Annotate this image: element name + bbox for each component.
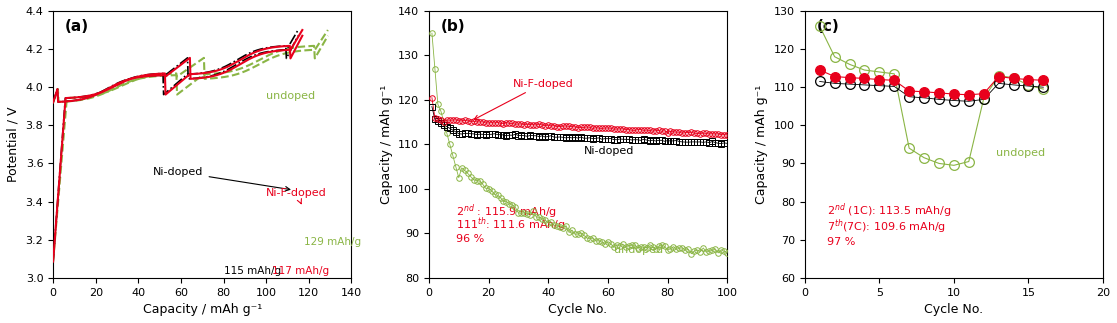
X-axis label: Cycle No.: Cycle No. bbox=[925, 303, 983, 316]
Text: 97 %: 97 % bbox=[828, 237, 856, 247]
Text: 7$^{th}$(7C): 109.6 mAh/g: 7$^{th}$(7C): 109.6 mAh/g bbox=[828, 217, 946, 235]
Text: 117 mAh/g: 117 mAh/g bbox=[273, 266, 330, 276]
X-axis label: Cycle No.: Cycle No. bbox=[548, 303, 608, 316]
Text: 2$^{nd}$ (1C): 113.5 mAh/g: 2$^{nd}$ (1C): 113.5 mAh/g bbox=[828, 202, 952, 220]
Text: 96 %: 96 % bbox=[456, 234, 484, 244]
X-axis label: Capacity / mAh g⁻¹: Capacity / mAh g⁻¹ bbox=[143, 303, 261, 316]
Text: undoped: undoped bbox=[266, 91, 315, 101]
Text: 111$^{th}$: 111.6 mAh/g: 111$^{th}$: 111.6 mAh/g bbox=[456, 216, 565, 234]
Y-axis label: Capacity / mAh g⁻¹: Capacity / mAh g⁻¹ bbox=[755, 85, 768, 204]
Text: (b): (b) bbox=[441, 19, 466, 34]
Text: undoped: undoped bbox=[995, 148, 1044, 158]
Text: Ni-F-doped: Ni-F-doped bbox=[266, 188, 327, 204]
Text: undoped: undoped bbox=[614, 245, 663, 255]
Text: Ni-F-doped: Ni-F-doped bbox=[475, 78, 573, 120]
Text: Ni-doped: Ni-doped bbox=[584, 146, 634, 156]
Y-axis label: Capacity / mAh g⁻¹: Capacity / mAh g⁻¹ bbox=[380, 85, 392, 204]
Text: Ni-doped: Ni-doped bbox=[153, 167, 289, 191]
Text: (a): (a) bbox=[65, 19, 89, 34]
Y-axis label: Potential / V: Potential / V bbox=[7, 107, 20, 182]
Text: 2$^{nd}$ : 115.9 mAh/g: 2$^{nd}$ : 115.9 mAh/g bbox=[456, 202, 556, 221]
Text: 115 mAh/g: 115 mAh/g bbox=[223, 266, 280, 276]
Text: 129 mAh/g: 129 mAh/g bbox=[305, 237, 362, 247]
Text: (c): (c) bbox=[817, 19, 840, 34]
